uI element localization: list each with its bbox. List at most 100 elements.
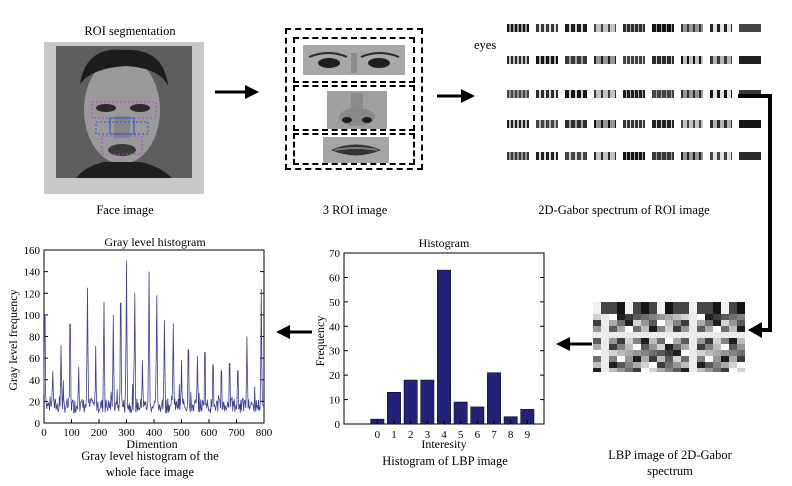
lbp-cell	[689, 362, 697, 368]
lbp-cell	[593, 338, 601, 344]
lbp-cell	[649, 362, 657, 368]
lbp-cell	[609, 350, 617, 356]
lbp-cell	[689, 368, 697, 372]
lbp-cell	[657, 302, 665, 308]
mouth-roi-image	[323, 137, 389, 163]
arrow-left-2	[276, 325, 312, 339]
lbp-cell	[641, 326, 649, 332]
lbp-cell	[721, 314, 729, 320]
lbp-cell	[737, 350, 745, 356]
lbp-cell	[641, 362, 649, 368]
lbp-cell	[625, 350, 633, 356]
lbp-caption-line2: spectrum	[647, 464, 693, 478]
lbp-cell	[657, 326, 665, 332]
lbp-cell	[681, 350, 689, 356]
lbp-cell	[737, 302, 745, 308]
lbp-cell	[697, 308, 705, 314]
gabor-cell	[507, 56, 529, 64]
lbp-cell	[721, 308, 729, 314]
face-photo	[56, 46, 192, 178]
lbp-cell	[617, 356, 625, 362]
roi-group	[285, 28, 423, 170]
lbp-cell	[689, 344, 697, 350]
lbp-cell	[593, 350, 601, 356]
lbp-cell	[625, 326, 633, 332]
line-y-tick-label: 80	[29, 332, 41, 344]
bar-x-tick-label: 5	[458, 429, 464, 441]
bar-x-tick-label: 1	[391, 429, 397, 441]
lbp-cell	[689, 308, 697, 314]
lbp-cell	[689, 338, 697, 344]
lbp-cell	[729, 356, 737, 362]
lbp-cell	[737, 344, 745, 350]
lbp-cell	[657, 344, 665, 350]
roi-nose-box	[293, 85, 415, 131]
gabor-cell	[681, 120, 703, 128]
gray-level-histogram-chart: Gray level histogram Gray level frequenc…	[6, 235, 272, 451]
lbp-cell	[713, 362, 721, 368]
lbp-cell	[657, 314, 665, 320]
lbp-cell	[649, 326, 657, 332]
gabor-cell	[652, 56, 674, 64]
gabor-cell	[681, 152, 703, 160]
lbp-cell	[689, 356, 697, 362]
lbp-cell	[625, 308, 633, 314]
line-chart-title: Gray level histogram	[104, 235, 206, 249]
gabor-cell	[739, 120, 761, 128]
bar-y-tick-label: 10	[329, 395, 341, 407]
connector-arrow	[738, 94, 772, 338]
lbp-cell	[641, 314, 649, 320]
lbp-cell	[601, 308, 609, 314]
lbp-cell	[697, 320, 705, 326]
lbp-cell	[593, 368, 601, 372]
lbp-cell	[729, 302, 737, 308]
gabor-cell	[536, 56, 558, 64]
lbp-cell	[689, 302, 697, 308]
lbp-cell	[593, 326, 601, 332]
lbp-cell	[737, 356, 745, 362]
lbp-cell	[657, 356, 665, 362]
line-y-tick-label: 0	[35, 418, 41, 430]
gabor-cell	[565, 24, 587, 32]
lbp-cell	[625, 368, 633, 372]
lbp-cell	[649, 356, 657, 362]
lbp-cell	[601, 302, 609, 308]
lbp-cell	[641, 338, 649, 344]
line-chart-ylabel: Gray level frequency	[6, 289, 20, 390]
lbp-cell	[617, 368, 625, 372]
lbp-image	[593, 302, 745, 372]
lbp-cell	[601, 338, 609, 344]
gabor-cell	[565, 120, 587, 128]
lbp-cell	[649, 308, 657, 314]
lbp-cell	[729, 362, 737, 368]
lbp-cell	[737, 314, 745, 320]
lbp-cell	[609, 362, 617, 368]
line-y-tick-label: 120	[24, 288, 41, 300]
line-x-tick-label: 700	[228, 427, 245, 439]
lbp-cell	[681, 314, 689, 320]
lbp-cell	[601, 362, 609, 368]
lbp-cell	[593, 308, 601, 314]
roi-mouth-box	[293, 133, 415, 165]
gabor-cell	[507, 152, 529, 160]
bar-x-tick-label: 9	[525, 429, 531, 441]
lbp-cell	[681, 302, 689, 308]
gabor-spectrum-grid	[507, 18, 769, 168]
lbp-cell	[625, 314, 633, 320]
bar-x-tick-label: 2	[408, 429, 414, 441]
lbp-cell	[721, 326, 729, 332]
lbp-cell	[721, 344, 729, 350]
gray-caption-line1: Gray level histogram of the	[81, 449, 219, 463]
gabor-cell	[710, 56, 732, 64]
lbp-histogram-chart: Histogram Frequency Interesity 010203040…	[313, 236, 545, 451]
lbp-cell	[593, 332, 601, 338]
lbp-cell	[705, 332, 713, 338]
gabor-cell	[652, 152, 674, 160]
lbp-cell	[713, 332, 721, 338]
lbp-cell	[673, 368, 681, 372]
lbp-cell	[713, 326, 721, 332]
lbp-cell	[705, 302, 713, 308]
lbp-cell	[705, 356, 713, 362]
bar-x-tick-label: 6	[475, 429, 481, 441]
lbp-cell	[593, 344, 601, 350]
